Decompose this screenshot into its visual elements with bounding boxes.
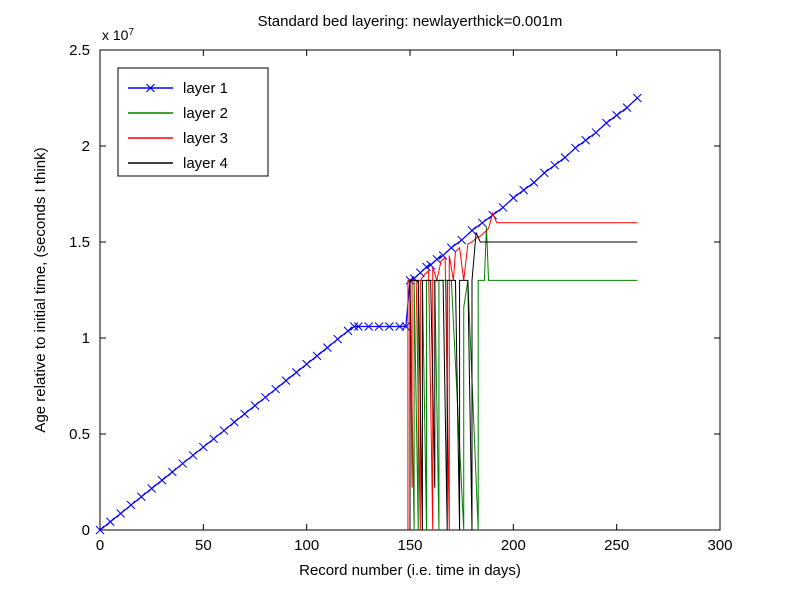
y-exponent-label: x 107 xyxy=(102,27,134,44)
marker-x xyxy=(540,169,548,177)
marker-x xyxy=(447,244,455,252)
marker-x xyxy=(210,435,218,443)
marker-x xyxy=(272,385,280,393)
marker-x xyxy=(499,203,507,211)
marker-x xyxy=(220,427,228,435)
marker-x xyxy=(520,186,528,194)
marker-x xyxy=(106,518,114,526)
marker-x xyxy=(168,468,176,476)
marker-x xyxy=(127,501,135,509)
marker-x xyxy=(158,476,166,484)
marker-x xyxy=(582,136,590,144)
xtick-label: 300 xyxy=(707,537,732,554)
ytick-label: 2.5 xyxy=(69,42,90,59)
ytick-label: 0.5 xyxy=(69,426,90,443)
marker-x xyxy=(117,509,125,517)
marker-x xyxy=(592,129,600,137)
marker-x xyxy=(230,418,238,426)
ytick-label: 1 xyxy=(82,330,90,347)
xtick-label: 50 xyxy=(195,537,212,554)
ytick-label: 2 xyxy=(82,138,90,155)
marker-x xyxy=(179,460,187,468)
legend-label: layer 1 xyxy=(183,80,228,97)
marker-x xyxy=(241,410,249,418)
xtick-label: 250 xyxy=(604,537,629,554)
marker-x xyxy=(303,360,311,368)
series-layer3 xyxy=(408,213,637,530)
marker-x xyxy=(313,352,321,360)
marker-x xyxy=(561,154,569,162)
marker-x xyxy=(468,226,476,234)
x-axis-label: Record number (i.e. time in days) xyxy=(299,562,521,579)
marker-x xyxy=(148,485,156,493)
marker-x xyxy=(137,493,145,501)
marker-x xyxy=(509,194,517,202)
xtick-label: 100 xyxy=(294,537,319,554)
marker-x xyxy=(282,377,290,385)
legend-label: layer 3 xyxy=(183,130,228,147)
marker-x xyxy=(261,393,269,401)
marker-x xyxy=(323,344,331,352)
marker-x xyxy=(530,178,538,186)
marker-x xyxy=(458,236,466,244)
xtick-label: 150 xyxy=(397,537,422,554)
marker-x xyxy=(189,451,197,459)
series-layer4 xyxy=(410,232,637,530)
xtick-label: 0 xyxy=(96,537,104,554)
marker-x xyxy=(551,161,559,169)
marker-x xyxy=(613,111,621,119)
ytick-label: 0 xyxy=(82,522,90,539)
marker-x xyxy=(633,94,641,102)
marker-x xyxy=(602,119,610,127)
marker-x xyxy=(199,443,207,451)
y-axis-label: Age relative to initial time, (seconds I… xyxy=(32,147,49,432)
chart-svg: 0 50 100 150 200 250 300 0 0.5 1 1.5 2 2.5 Record num… xyxy=(0,0,800,600)
xtick-label: 200 xyxy=(501,537,526,554)
marker-x xyxy=(292,368,300,376)
chart-container: 0 50 100 150 200 250 300 0 0.5 1 1.5 2 2.5 Record num… xyxy=(0,0,800,600)
legend-label: layer 4 xyxy=(183,155,228,172)
marker-x xyxy=(251,402,259,410)
marker-x xyxy=(334,335,342,343)
marker-x xyxy=(623,104,631,112)
marker-x xyxy=(478,219,486,227)
ytick-label: 1.5 xyxy=(69,234,90,251)
chart-title: Standard bed layering: newlayerthick=0.0… xyxy=(258,13,563,30)
series-layer2 xyxy=(410,227,637,530)
marker-x xyxy=(571,144,579,152)
legend-label: layer 2 xyxy=(183,105,228,122)
marker-x xyxy=(344,327,352,335)
